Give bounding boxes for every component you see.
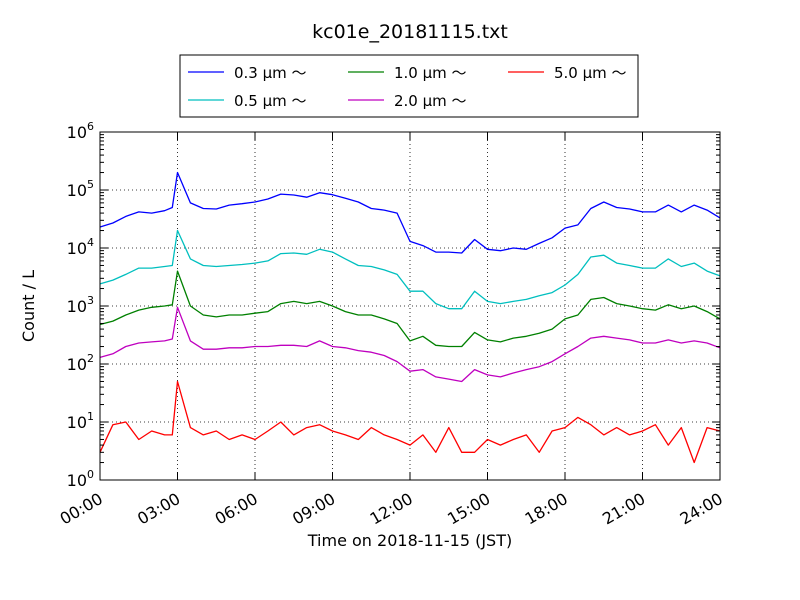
y-tick-label: 101 (67, 410, 94, 432)
series-line-2 (99, 270, 721, 348)
legend-label: 5.0 μm ～ (554, 64, 627, 82)
y-tick-label: 106 (67, 120, 94, 142)
legend: 0.3 μm ～ 0.5 μm ～ 1.0 μm ～ 2.0 μm ～ 5.0 μm ～ (179, 54, 639, 118)
series-layer (99, 171, 721, 464)
legend-label: 2.0 μm ～ (394, 92, 467, 110)
legend-label: 1.0 μm ～ (394, 64, 467, 82)
y-tick-label: 100 (67, 468, 94, 490)
y-tick-label: 105 (67, 178, 94, 200)
series-line-0 (99, 171, 721, 254)
series-line-1 (99, 229, 721, 310)
chart-title: kc01e_20181115.txt (312, 21, 508, 43)
grid (100, 132, 720, 480)
series-line-3 (99, 306, 721, 383)
legend-label: 0.3 μm ～ (234, 64, 307, 82)
y-tick-label: 104 (67, 236, 94, 258)
x-axis-label: Time on 2018-11-15 (JST) (307, 531, 512, 550)
legend-label: 0.5 μm ～ (234, 92, 307, 110)
y-tick-label: 102 (67, 352, 94, 374)
y-axis-label: Count / L (19, 270, 38, 342)
y-tick-label: 103 (67, 294, 94, 316)
series-line-4 (99, 380, 721, 464)
legend-box (179, 54, 639, 118)
